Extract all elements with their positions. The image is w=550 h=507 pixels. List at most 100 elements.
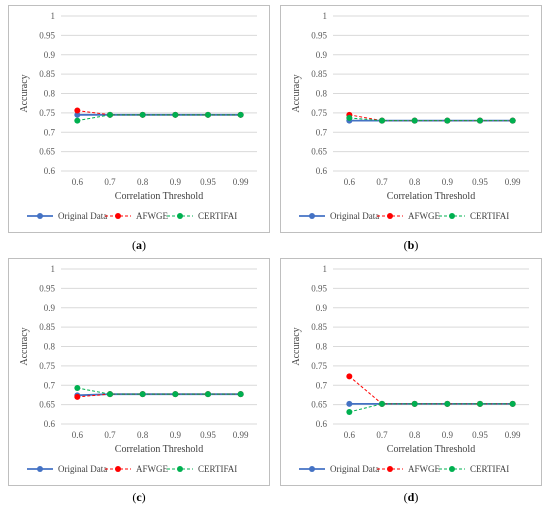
caption-a-letter: a: [136, 238, 142, 252]
chart-panel-b: 0.6 0.65 0.7 0.75 0.8 0.85 0.9 0.95 1 0.6 0.7 0.8 0.…: [280, 5, 542, 233]
x-tick-label-a-3: 0.9: [170, 177, 182, 187]
y-tick-label-b-0: 0.6: [316, 166, 328, 176]
legend-marker-original-d: [309, 466, 315, 472]
y-tick-label-a-6: 0.9: [44, 50, 56, 60]
point-certifai-d-3: [444, 400, 451, 407]
point-afwge-c-0: [74, 393, 81, 400]
y-tick-label-c-3: 0.75: [39, 361, 55, 371]
point-certifai-d-5: [509, 400, 516, 407]
point-original-a-0: [74, 111, 81, 118]
x-tick-label-d-1: 0.7: [376, 430, 388, 440]
caption-b: (b): [403, 238, 419, 252]
y-axis-title-c: Accuracy: [19, 327, 30, 365]
series-line-certifai-b: [349, 117, 513, 122]
point-certifai-c-0: [74, 384, 81, 391]
legend-marker-certifai-d: [449, 466, 455, 472]
legend-label-afwge-b: AFWGE: [408, 211, 440, 221]
point-certifai-b-5: [509, 117, 516, 124]
y-tick-label-c-0: 0.6: [44, 419, 56, 429]
point-original-d-0: [346, 400, 353, 407]
legend-marker-certifai-a: [177, 213, 183, 219]
point-certifai-b-2: [411, 117, 418, 124]
legend-label-afwge-c: AFWGE: [136, 464, 168, 474]
legend-label-certifai-a: CERTIFAI: [198, 211, 237, 221]
x-tick-label-d-0: 0.6: [344, 430, 356, 440]
legend-label-certifai-c: CERTIFAI: [198, 464, 237, 474]
x-tick-label-b-5: 0.99: [505, 177, 521, 187]
legend-marker-certifai-c: [177, 466, 183, 472]
y-axis-title-d: Accuracy: [291, 327, 302, 365]
x-tick-label-b-2: 0.8: [409, 177, 421, 187]
point-certifai-a-2: [139, 111, 146, 118]
chart-panel-a: 0.6 0.65 0.7 0.75 0.8 0.85 0.9 0.95 1 0.6 0.7 0.8 0.…: [8, 5, 270, 233]
y-tick-label-d-3: 0.75: [311, 361, 327, 371]
legend-marker-afwge-a: [115, 213, 121, 219]
legend-marker-original-c: [37, 466, 43, 472]
point-certifai-a-1: [107, 111, 113, 118]
point-certifai-c-3: [172, 391, 179, 398]
x-tick-label-b-3: 0.9: [442, 177, 454, 187]
point-afwge-d-0: [346, 373, 353, 380]
x-tick-label-c-1: 0.7: [104, 430, 116, 440]
legend-marker-certifai-b: [449, 213, 455, 219]
x-tick-label-b-0: 0.6: [344, 177, 356, 187]
series-line-afwge-d: [349, 375, 513, 405]
x-tick-label-d-5: 0.99: [505, 430, 521, 440]
y-tick-label-b-2: 0.7: [316, 127, 328, 137]
series-line-certifai-d: [349, 403, 513, 413]
legend-label-certifai-d: CERTIFAI: [470, 464, 509, 474]
y-tick-label-d-2: 0.7: [316, 380, 328, 390]
y-tick-label-b-5: 0.85: [311, 69, 327, 79]
y-tick-label-a-0: 0.6: [44, 166, 56, 176]
y-tick-label-d-4: 0.8: [316, 342, 328, 352]
chart-panel-c: 0.6 0.65 0.7 0.75 0.8 0.85 0.9 0.95 1 0.6 0.7 0.8 0.…: [8, 258, 270, 486]
point-certifai-d-1: [379, 400, 385, 407]
x-axis-title-c: Correlation Threshold: [115, 444, 203, 455]
point-certifai-a-4: [205, 111, 211, 118]
y-tick-label-a-5: 0.85: [39, 69, 55, 79]
point-certifai-c-4: [205, 391, 211, 398]
y-tick-label-b-3: 0.75: [311, 108, 327, 118]
y-tick-label-a-4: 0.8: [44, 89, 56, 99]
y-tick-label-c-2: 0.7: [44, 380, 56, 390]
x-axis-title-a: Correlation Threshold: [115, 191, 203, 202]
y-tick-label-d-5: 0.85: [311, 322, 327, 332]
point-afwge-a-0: [74, 107, 81, 114]
y-tick-label-d-1: 0.65: [311, 400, 327, 410]
series-line-certifai-a: [77, 114, 241, 122]
chart-c: 0.6 0.65 0.7 0.75 0.8 0.85 0.9 0.95 1 0.6 0.7 0.8 0.…: [19, 264, 257, 474]
chart-panel-d: 0.6 0.65 0.7 0.75 0.8 0.85 0.9 0.95 1 0.6 0.7 0.8 0.…: [280, 258, 542, 486]
y-tick-label-c-1: 0.65: [39, 400, 55, 410]
point-certifai-a-3: [172, 111, 179, 118]
legend-label-afwge-d: AFWGE: [408, 464, 440, 474]
x-tick-label-c-0: 0.6: [72, 430, 84, 440]
chart-d: 0.6 0.65 0.7 0.75 0.8 0.85 0.9 0.95 1 0.6 0.7 0.8 0.…: [291, 264, 529, 474]
y-tick-label-d-7: 0.95: [311, 283, 327, 293]
caption-c: (c): [132, 490, 146, 504]
y-tick-label-c-7: 0.95: [39, 283, 55, 293]
legend-marker-afwge-d: [387, 466, 393, 472]
point-certifai-d-2: [411, 400, 418, 407]
x-tick-label-b-4: 0.95: [472, 177, 488, 187]
legend-marker-original-a: [37, 213, 43, 219]
legend-label-original-b: Original Data: [330, 211, 379, 221]
legend-label-original-d: Original Data: [330, 464, 379, 474]
y-tick-label-b-4: 0.8: [316, 89, 328, 99]
y-tick-label-b-1: 0.65: [311, 147, 327, 157]
y-tick-label-c-5: 0.85: [39, 322, 55, 332]
x-tick-label-a-4: 0.95: [200, 177, 216, 187]
y-tick-label-a-7: 0.95: [39, 30, 55, 40]
x-tick-label-c-2: 0.8: [137, 430, 149, 440]
x-tick-label-a-2: 0.8: [137, 177, 149, 187]
x-tick-label-d-3: 0.9: [442, 430, 454, 440]
point-certifai-b-3: [444, 117, 451, 124]
legend-marker-afwge-b: [387, 213, 393, 219]
y-tick-label-a-8: 1: [51, 11, 56, 21]
y-tick-label-c-6: 0.9: [44, 303, 56, 313]
y-tick-label-b-6: 0.9: [316, 50, 328, 60]
x-axis-title-d: Correlation Threshold: [387, 444, 475, 455]
y-axis-title-b: Accuracy: [291, 74, 302, 112]
y-tick-label-b-8: 1: [323, 11, 328, 21]
y-tick-label-d-8: 1: [323, 264, 328, 274]
y-tick-label-b-7: 0.95: [311, 30, 327, 40]
